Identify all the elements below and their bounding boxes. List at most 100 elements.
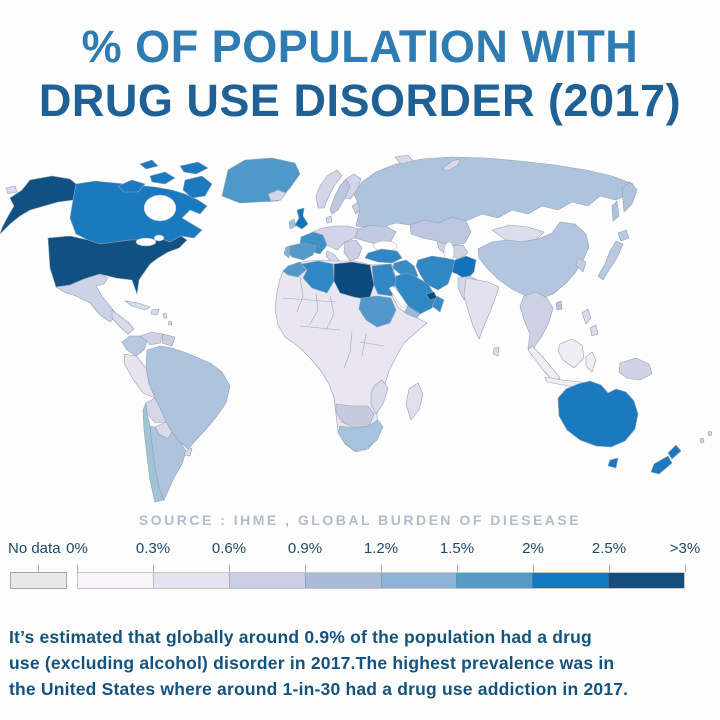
region-sakhalin — [611, 200, 620, 222]
region-hokkaido — [617, 229, 630, 242]
region-colombia — [121, 335, 148, 357]
region-denmark — [325, 215, 333, 224]
caption-line: use (excluding alcohol) disorder in 2017… — [9, 653, 615, 673]
caption-line: It’s estimated that globally around 0.9%… — [9, 627, 592, 647]
region-australia — [557, 380, 639, 448]
region-alaska — [0, 175, 77, 235]
legend-tick-label: 0.9% — [287, 540, 323, 557]
legend-tick-label: 2% — [522, 540, 544, 557]
region-new-zealand-south — [650, 455, 673, 475]
region-mozambique — [370, 379, 389, 415]
no-data-swatch — [10, 572, 67, 589]
region-arctic-island — [139, 159, 159, 170]
legend-tick — [685, 565, 686, 572]
region-sri-lanka — [492, 346, 500, 357]
region-sulawesi — [585, 351, 597, 373]
region-pacific-island — [707, 430, 713, 437]
legend-segment — [304, 573, 381, 588]
legend-tick — [533, 565, 534, 572]
legend-segment — [380, 573, 457, 588]
region-kamchatka — [621, 181, 638, 213]
region-afghanistan — [451, 255, 477, 281]
region-india — [463, 277, 500, 340]
region-taiwan — [555, 300, 563, 311]
region-philippines — [589, 324, 599, 337]
legend-tick-label: 1.5% — [439, 540, 475, 557]
legend-tick — [457, 565, 458, 572]
legend-tick — [609, 565, 610, 572]
legend-tick-label: 0.6% — [211, 540, 247, 557]
region-hispaniola — [150, 308, 160, 316]
region-novaya-zemlya — [441, 158, 461, 172]
legend-tick — [229, 565, 230, 572]
region-philippines — [581, 308, 592, 325]
legend-segment — [608, 573, 684, 588]
region-spain — [285, 242, 317, 261]
legend-tick-label: >3% — [669, 540, 701, 557]
legend-tick — [77, 565, 78, 572]
legend-segment — [78, 573, 153, 588]
region-antilles — [162, 312, 168, 319]
region-uruguay — [183, 447, 193, 457]
region-cuba — [124, 300, 151, 311]
world-map — [0, 154, 713, 503]
page-title-line1: % OF POPULATION WITH — [81, 21, 639, 72]
caption-line: the United States where around 1-in-30 h… — [9, 679, 629, 699]
region-argentina — [149, 425, 187, 501]
region-venezuela — [139, 331, 164, 346]
region-borneo — [557, 338, 585, 369]
region-oman — [431, 295, 445, 313]
africa-borders — [281, 276, 385, 369]
region-korea — [575, 257, 587, 273]
legend-tick-label: 2.5% — [591, 540, 627, 557]
region-central-america — [111, 309, 135, 335]
region-china — [477, 221, 590, 300]
region-greenland — [221, 157, 301, 204]
legend-tick — [381, 565, 382, 572]
legend-tick-label: 0% — [66, 540, 88, 557]
legend-segment — [456, 573, 533, 588]
region-arctic-island — [117, 179, 146, 193]
region-balkans — [343, 239, 363, 262]
region-tasmania — [607, 457, 619, 469]
great-lakes — [135, 237, 157, 247]
region-arctic-island — [179, 161, 209, 175]
region-guyana — [161, 333, 176, 347]
legend: No data 0% 0.3% 0.6% 0.9% 1.2% 1.5% 2% 2.5% >3% — [0, 538, 720, 596]
region-algeria — [299, 260, 335, 294]
legend-segment — [152, 573, 229, 588]
page-title-line2: DRUG USE DISORDER (2017) — [38, 75, 682, 126]
region-russia — [353, 156, 634, 228]
region-norway — [315, 169, 343, 209]
region-iceland — [267, 189, 287, 202]
region-arctic-island — [182, 175, 213, 199]
region-sumatra — [527, 345, 561, 382]
region-pacific-island — [699, 437, 705, 444]
region-portugal — [283, 245, 291, 259]
source-caption: SOURCE : IHME , GLOBAL BURDEN OF DIESEAS… — [138, 512, 582, 528]
region-turkey — [364, 248, 403, 264]
great-lakes — [153, 234, 165, 242]
region-new-zealand-north — [667, 444, 682, 460]
region-iran — [415, 255, 456, 291]
legend-tick — [305, 565, 306, 572]
legend-tick — [153, 565, 154, 572]
legend-segment — [532, 573, 609, 588]
region-madagascar — [405, 382, 424, 421]
legend-segment — [228, 573, 305, 588]
region-antilles — [167, 320, 173, 326]
region-svalbard — [394, 154, 414, 165]
region-se-asia — [519, 291, 554, 357]
legend-tick — [38, 565, 39, 572]
red-sea — [388, 285, 409, 309]
hudson-bay — [143, 194, 177, 222]
region-sudan — [358, 295, 397, 328]
caption-text: It’s estimated that globally around 0.9%… — [9, 624, 717, 702]
region-arctic-island — [149, 171, 176, 185]
legend-tick-label: 1.2% — [363, 540, 399, 557]
region-uk — [294, 207, 309, 230]
legend-no-data-label: No data — [8, 540, 61, 557]
region-mexico — [55, 273, 118, 323]
page-title: % OF POPULATION WITH DRUG USE DISORDER (… — [0, 20, 720, 128]
